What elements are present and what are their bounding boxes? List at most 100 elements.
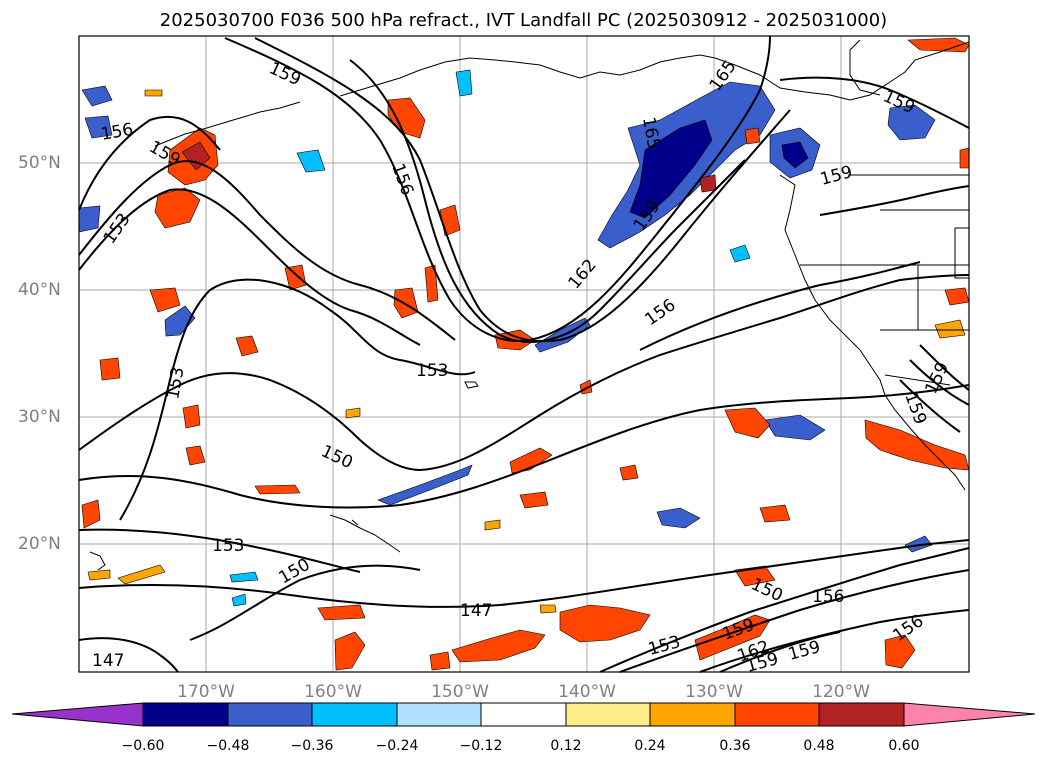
anomaly-patch <box>907 37 970 53</box>
contour-153-se <box>599 547 970 673</box>
lat-label-40n: 40°N <box>18 280 61 300</box>
anomaly-patch <box>144 89 163 97</box>
colorbar-tick: −0.24 <box>375 738 419 754</box>
anomaly-patch <box>519 491 549 509</box>
lat-label-20n: 20°N <box>18 534 61 554</box>
height-contours <box>78 35 970 673</box>
contour-153-south <box>78 528 361 573</box>
colorbar-bin <box>311 702 398 727</box>
anomaly-patch <box>724 407 771 439</box>
colorbar-bin <box>565 702 651 727</box>
contour-156-east <box>639 261 921 351</box>
contour-150 <box>78 274 970 472</box>
contour-147-sw <box>78 637 179 673</box>
contour-162-se <box>719 631 841 673</box>
anomaly-patch <box>559 604 651 643</box>
colorbar-tick: −0.60 <box>121 738 165 754</box>
anomaly-patch <box>656 507 701 529</box>
contour-label: 147 <box>92 651 124 671</box>
anomaly-patch <box>296 149 326 173</box>
lon-label-120w: 120°W <box>812 682 870 702</box>
colorbar-bin <box>227 702 313 727</box>
anomaly-patch <box>884 634 916 669</box>
colorbar-tick: 0.36 <box>719 738 751 754</box>
anomaly-patch <box>81 85 113 107</box>
anomaly-patch <box>764 414 826 441</box>
contour-156-se <box>619 569 970 673</box>
anomaly-patch <box>99 357 121 381</box>
anomaly-patch <box>185 445 206 466</box>
colorbar-tick: −0.12 <box>459 738 503 754</box>
anomaly-patch <box>81 499 101 529</box>
anomaly-patch <box>959 147 970 169</box>
contour-159-east <box>819 185 970 216</box>
colorbar-tick: −0.48 <box>206 738 250 754</box>
colorbar-bin <box>734 702 820 727</box>
colorbar-bin <box>396 702 482 727</box>
colorbar-extend-high <box>903 702 1036 727</box>
positive-anomaly-patches <box>81 37 970 671</box>
contour-159-ne <box>779 76 970 129</box>
colorbar <box>11 702 1036 727</box>
contour-156-north <box>254 37 791 343</box>
anomaly-patch <box>284 264 307 291</box>
anomaly-patch <box>455 69 473 97</box>
contour-label: 156 <box>812 587 844 607</box>
anomaly-patch <box>117 564 166 585</box>
colorbar-tick: 0.24 <box>634 738 666 754</box>
anomaly-patch <box>154 187 201 229</box>
colorbar-bin <box>649 702 736 727</box>
anomaly-patch <box>744 127 761 145</box>
anomaly-patch <box>451 629 546 663</box>
anomaly-patch <box>84 115 113 139</box>
contour-150-sw <box>189 564 421 641</box>
lon-label-140w: 140°W <box>558 682 616 702</box>
contour-label: 153 <box>416 361 448 381</box>
anomaly-patch <box>864 419 970 471</box>
anomaly-patch <box>377 464 473 506</box>
colorbar-tick: 0.48 <box>803 738 835 754</box>
colorbar-tick: −0.36 <box>290 738 334 754</box>
anomaly-patch <box>781 141 809 169</box>
anomaly-patch <box>317 604 366 621</box>
anomaly-patch <box>229 571 259 583</box>
contour-label: 147 <box>460 601 492 621</box>
lat-label-30n: 30°N <box>18 407 61 427</box>
anomaly-patch <box>424 264 439 303</box>
colorbar-extend-low <box>11 702 144 727</box>
anomaly-patch <box>619 464 639 481</box>
contour-153-west <box>78 188 421 346</box>
contour-159-se-coast <box>899 344 970 433</box>
colorbar-tick: 0.12 <box>550 738 582 754</box>
lat-label-50n: 50°N <box>18 153 61 173</box>
contour-159-se <box>699 609 970 673</box>
colorbar-bin <box>818 702 905 727</box>
anomaly-patch <box>539 604 557 614</box>
colorbar-bin <box>142 702 229 727</box>
anomaly-patch <box>87 569 111 581</box>
contour-150-south <box>78 384 970 509</box>
anomaly-patch <box>235 335 259 357</box>
contour-147 <box>78 539 970 608</box>
anomaly-patch <box>629 119 713 219</box>
contour-162 <box>349 59 746 343</box>
lon-label-150w: 150°W <box>431 682 489 702</box>
negative-anomaly-patches <box>78 69 936 607</box>
contour-label: 153 <box>212 536 244 556</box>
anomaly-patch <box>429 651 451 671</box>
anomaly-patch <box>254 484 301 495</box>
anomaly-patch <box>484 519 501 531</box>
anomaly-patch <box>729 244 751 263</box>
lon-label-170w: 170°W <box>177 682 235 702</box>
lon-label-160w: 160°W <box>304 682 362 702</box>
anomaly-patch <box>934 319 966 339</box>
anomaly-patch <box>759 504 791 523</box>
anomaly-patch <box>149 287 181 313</box>
lon-label-130w: 130°W <box>685 682 743 702</box>
contour-159-west <box>78 115 221 211</box>
anomaly-patch <box>78 205 101 233</box>
colorbar-tick: 0.60 <box>888 738 920 754</box>
anomaly-patch <box>334 631 366 671</box>
anomaly-patch <box>181 141 211 171</box>
